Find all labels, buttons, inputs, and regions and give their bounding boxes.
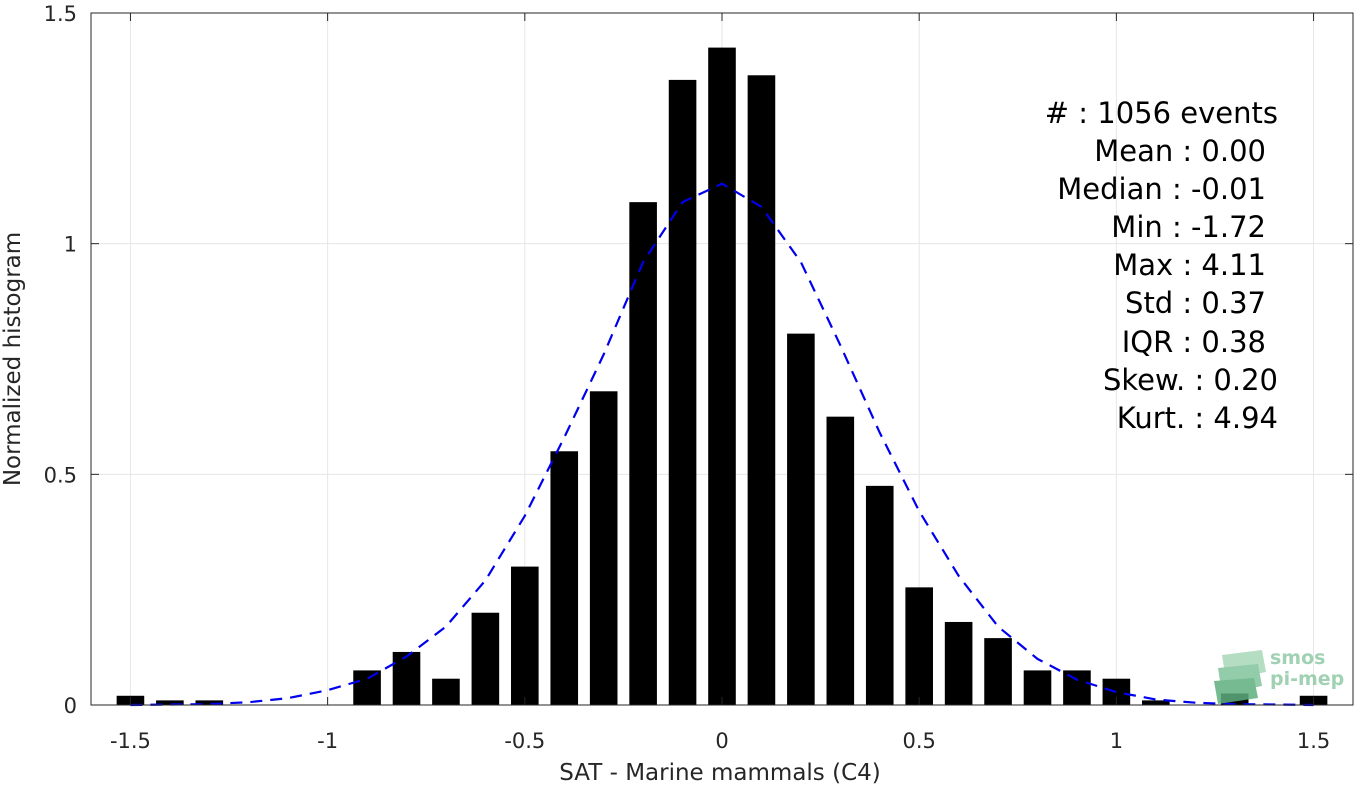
logo-emblem-icon [1214,650,1266,704]
histogram-bar [984,638,1012,705]
stat-events: # : 1056 events [1045,96,1278,130]
histogram-bars [116,47,1328,706]
stat-std: Std : 0.37 [1125,286,1266,320]
histogram-bar [787,333,815,705]
x-tick-labels: -1.5 -1 -0.5 0 0.5 1 1.5 [110,729,1330,753]
histogram-bar [708,47,736,706]
fit-curve [130,182,1314,707]
x-tick-label: -1 [317,729,338,753]
logo-line1: smos [1270,647,1325,669]
logo-line2: pi-mep [1270,668,1344,690]
stat-iqr: IQR : 0.38 [1122,325,1266,359]
histogram-bar [668,79,697,706]
histogram-bar [392,651,421,705]
histogram-bar [550,451,579,705]
x-tick-label: 1.5 [1297,729,1330,753]
x-tick-label: 0 [715,729,728,753]
x-tick-label: 1 [1110,729,1123,753]
y-tick-labels: 0 0.5 1 1.5 [44,2,77,718]
histogram-bar [747,75,776,705]
stat-mean: Mean : 0.00 [1094,134,1266,168]
stat-max: Max : 4.11 [1113,248,1266,282]
stat-min: Min : -1.72 [1111,210,1266,244]
x-tick-label: -0.5 [504,729,545,753]
histogram-bar [156,700,184,705]
histogram-bar [944,621,973,705]
x-axis-title: SAT - Marine mammals (C4) [559,760,881,785]
x-tick-label: -1.5 [110,729,151,753]
x-tick-label: 0.5 [902,729,935,753]
stats-box: # : 1056 events Mean : 0.00 Median : -0.… [1045,96,1278,435]
histogram-bar [1142,700,1170,705]
stat-median: Median : -0.01 [1057,172,1266,206]
histogram-bar [629,202,657,705]
y-tick-label: 1 [64,233,77,257]
histogram-bar [432,678,460,705]
y-axis-title: Normalized histogram [0,232,26,486]
histogram-bar [195,700,224,705]
histogram-bar [865,485,894,705]
y-tick-label: 0 [64,694,77,718]
histogram-bar [589,391,618,705]
histogram-bar [511,566,539,705]
histogram-bar [353,670,381,705]
histogram-bar [826,416,855,705]
histogram-bar [1063,670,1091,705]
stat-kurt: Kurt. : 4.94 [1117,401,1278,435]
histogram-bar [1023,670,1052,705]
histogram-bar [905,587,933,705]
histogram-bar [471,612,500,705]
axes-frame [90,12,1354,706]
smos-pimep-logo: smos pi-mep [1214,647,1344,704]
y-tick-label: 1.5 [44,2,77,26]
y-tick-label: 0.5 [44,463,77,487]
stat-skew: Skew. : 0.20 [1103,363,1278,397]
